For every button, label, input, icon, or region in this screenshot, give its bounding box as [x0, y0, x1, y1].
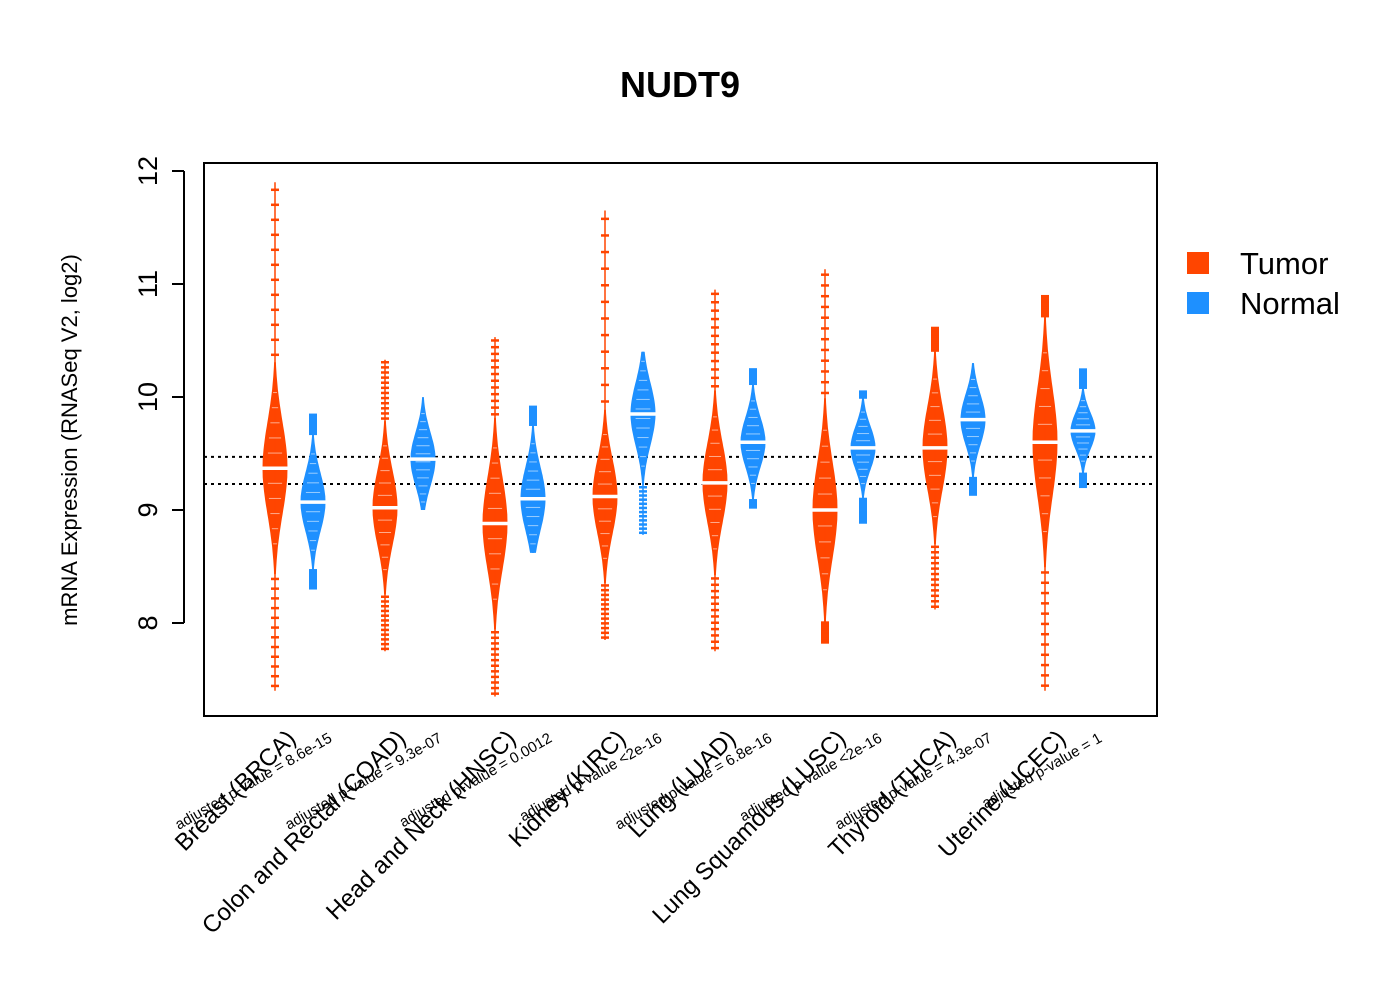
category-group: [810, 269, 878, 644]
category-group: [480, 337, 548, 697]
category-group: [370, 359, 438, 652]
legend-label-normal: Normal: [1240, 286, 1340, 321]
legend-label-tumor: Tumor: [1240, 246, 1328, 281]
category-group: [920, 326, 988, 610]
y-tick-label: 12: [133, 156, 163, 186]
y-tick-label: 10: [133, 382, 163, 412]
y-axis: 8 9 10 11 12: [133, 156, 185, 631]
bean-series: [260, 182, 1098, 697]
chart-title: NUDT9: [620, 64, 740, 105]
y-axis-label: mRNA Expression (RNASeq V2, log2): [57, 254, 82, 626]
legend: Tumor Normal: [1187, 246, 1340, 321]
y-tick-label: 8: [133, 615, 163, 630]
reference-lines: [204, 455, 1157, 486]
plot-frame: [203, 162, 1158, 717]
category-group: [590, 210, 658, 640]
y-tick-label: 9: [133, 502, 163, 517]
x-axis-labels: Breast (BRCA)adjusted p-value = 8.6e-15C…: [170, 725, 1105, 939]
category-group: [1030, 294, 1098, 691]
y-tick-label: 11: [133, 270, 163, 298]
legend-swatch-normal: [1187, 292, 1209, 314]
category-group: [260, 182, 328, 691]
legend-swatch-tumor: [1187, 252, 1209, 274]
category-group: [700, 289, 768, 652]
